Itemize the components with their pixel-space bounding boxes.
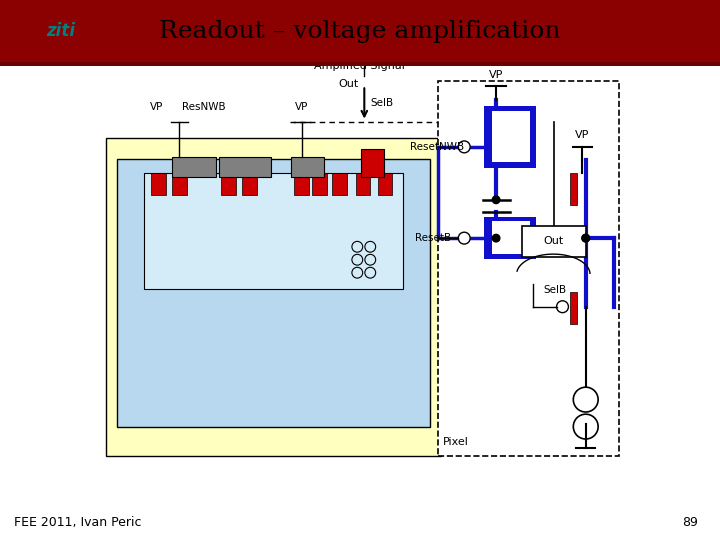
Text: ziti: ziti [47, 22, 76, 40]
Bar [172, 173, 186, 195]
Text: VP: VP [489, 70, 503, 80]
Text: SelB: SelB [544, 285, 567, 295]
Bar [484, 106, 536, 168]
Bar [219, 157, 271, 177]
Circle shape [492, 234, 500, 242]
Bar [522, 226, 586, 257]
Bar [221, 173, 236, 195]
Text: VP: VP [150, 102, 163, 112]
Bar [291, 157, 324, 177]
Bar [484, 217, 536, 259]
Circle shape [492, 196, 500, 204]
Bar [312, 173, 327, 195]
Text: 89: 89 [683, 516, 698, 529]
Bar [570, 173, 577, 205]
Text: Out: Out [544, 237, 564, 246]
Bar [570, 292, 577, 324]
Bar [492, 111, 530, 162]
Circle shape [458, 232, 470, 244]
Text: ResNWB: ResNWB [181, 102, 225, 112]
Text: ResetNWB: ResetNWB [410, 142, 464, 152]
Bar [356, 173, 370, 195]
Circle shape [582, 234, 590, 242]
Bar [117, 159, 431, 427]
Text: VP: VP [295, 102, 308, 112]
Text: ResetB: ResetB [415, 233, 451, 243]
Bar [492, 221, 530, 254]
Bar [144, 173, 403, 289]
Circle shape [458, 141, 470, 153]
Text: FEE 2011, Ivan Peric: FEE 2011, Ivan Peric [14, 516, 142, 529]
Text: Readout – voltage amplification: Readout – voltage amplification [159, 19, 561, 43]
Circle shape [582, 234, 590, 242]
Text: Out: Out [338, 79, 359, 89]
Bar [172, 157, 216, 177]
Bar [242, 173, 257, 195]
Bar [151, 173, 166, 195]
Text: VP: VP [575, 130, 590, 140]
Circle shape [573, 387, 598, 412]
Text: Amplified Signal: Amplified Signal [314, 61, 405, 71]
Circle shape [573, 414, 598, 439]
Circle shape [557, 301, 569, 313]
Text: Pixel: Pixel [443, 436, 469, 447]
Bar [294, 173, 309, 195]
Bar [378, 173, 392, 195]
Text: SelB: SelB [371, 98, 394, 108]
Bar [438, 81, 619, 456]
Bar [361, 149, 384, 177]
Bar [107, 138, 441, 456]
Bar [332, 173, 346, 195]
